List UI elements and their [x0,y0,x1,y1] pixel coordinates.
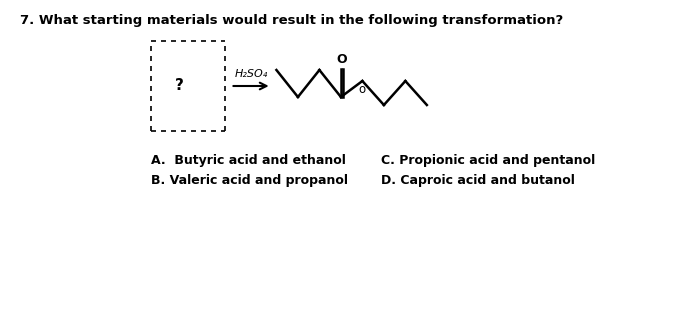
Text: 7. What starting materials would result in the following transformation?: 7. What starting materials would result … [20,14,563,27]
Text: o: o [359,83,366,96]
Text: H₂SO₄: H₂SO₄ [234,69,267,79]
Text: B. Valeric acid and propanol: B. Valeric acid and propanol [151,174,349,187]
Text: ?: ? [175,79,183,94]
Text: C. Propionic acid and pentanol: C. Propionic acid and pentanol [381,154,595,167]
Text: A.  Butyric acid and ethanol: A. Butyric acid and ethanol [151,154,346,167]
Text: O: O [337,53,347,66]
Text: D. Caproic acid and butanol: D. Caproic acid and butanol [381,174,575,187]
